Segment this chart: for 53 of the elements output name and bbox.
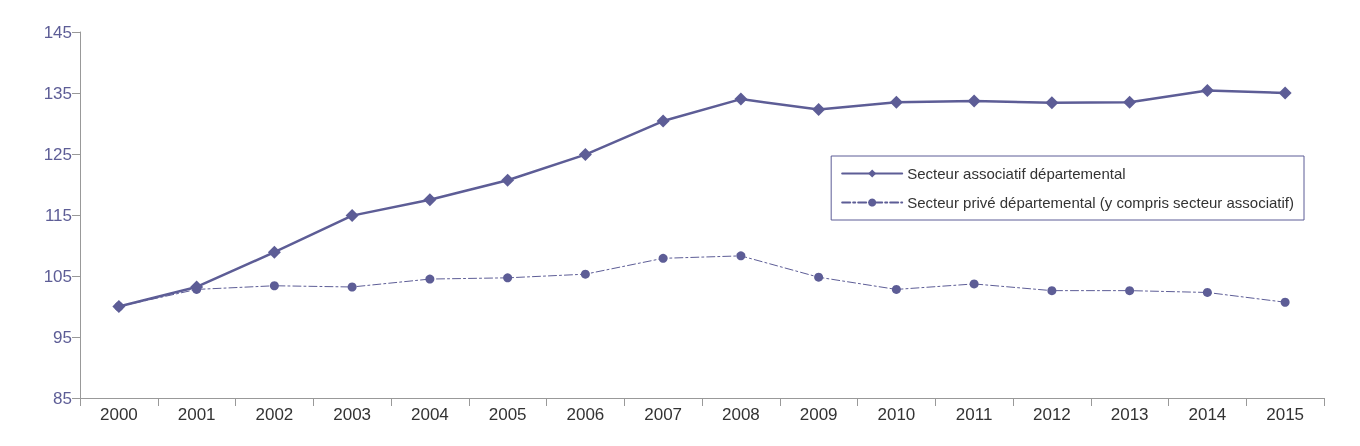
y-tick-label: 125 [43,144,72,164]
x-tick-label: 2007 [644,405,683,424]
point [345,209,359,223]
y-tick-label: 115 [44,205,72,225]
x-tick-label: 2002 [255,405,294,424]
y-tick-label: 105 [43,266,72,286]
x-tick-label: 2010 [877,405,916,424]
point [891,284,901,294]
point [734,92,748,106]
point [423,193,437,207]
point [656,114,670,128]
point [814,272,824,282]
x-tick-label: 2000 [99,405,138,424]
y-tick-label: 95 [53,327,72,347]
x-tick-label: 2015 [1266,405,1305,424]
x-tick-label: 2009 [799,405,838,424]
point [347,282,357,292]
x-tick-label: 2005 [488,405,527,424]
x-tick-label: 2011 [955,405,993,424]
legend-label: Secteur privé départemental (y compris secteur associatif) [907,194,1295,211]
x-tick-label: 2003 [333,405,372,424]
point [969,279,979,289]
point [1123,95,1137,109]
x-tick-label: 2014 [1188,405,1227,424]
point [269,281,279,291]
x-tick-label: 2008 [721,405,760,424]
point [501,173,515,187]
x-tick-label: 2006 [566,405,605,424]
point [658,253,668,263]
point [1045,96,1059,110]
x-tick-label: 2012 [1032,405,1071,424]
point [967,94,981,108]
legend-label: Secteur associatif départemental [907,165,1126,182]
x-tick-label: 2001 [177,405,216,424]
point [1047,286,1057,296]
x-tick-label: 2013 [1110,405,1149,424]
y-tick-label: 145 [43,22,72,42]
point [1202,287,1212,297]
point [889,95,903,109]
point [812,102,826,116]
point [1200,84,1214,98]
point [1280,297,1290,307]
point [1278,86,1292,100]
point [425,274,435,284]
point [267,245,281,259]
x-tick-label: 2004 [410,405,449,424]
point [503,273,513,283]
point [578,148,592,162]
point [736,251,746,261]
y-tick-label: 135 [43,83,72,103]
point [1125,286,1135,296]
y-tick-label: 85 [53,388,72,408]
point [580,269,590,279]
